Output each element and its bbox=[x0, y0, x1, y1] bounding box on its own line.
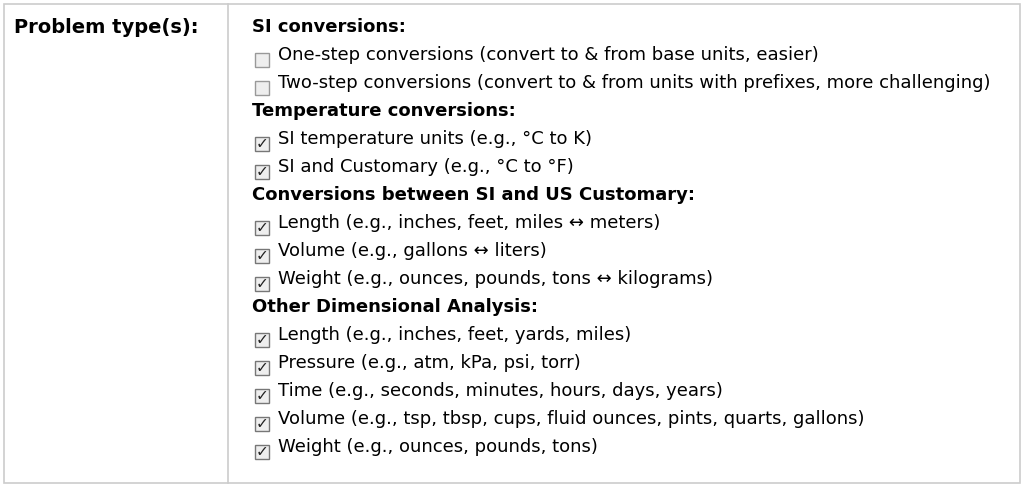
Text: ✓: ✓ bbox=[256, 360, 268, 375]
FancyBboxPatch shape bbox=[255, 277, 269, 291]
Text: ✓: ✓ bbox=[256, 136, 268, 151]
Text: SI temperature units (e.g., °C to K): SI temperature units (e.g., °C to K) bbox=[278, 130, 592, 148]
Text: SI conversions:: SI conversions: bbox=[252, 18, 406, 36]
Text: Temperature conversions:: Temperature conversions: bbox=[252, 102, 516, 120]
Text: ✓: ✓ bbox=[256, 277, 268, 292]
FancyBboxPatch shape bbox=[255, 445, 269, 459]
Text: Conversions between SI and US Customary:: Conversions between SI and US Customary: bbox=[252, 186, 695, 204]
FancyBboxPatch shape bbox=[255, 249, 269, 263]
Text: Volume (e.g., gallons ↔ liters): Volume (e.g., gallons ↔ liters) bbox=[278, 242, 547, 260]
Text: Time (e.g., seconds, minutes, hours, days, years): Time (e.g., seconds, minutes, hours, day… bbox=[278, 382, 723, 400]
Text: Weight (e.g., ounces, pounds, tons): Weight (e.g., ounces, pounds, tons) bbox=[278, 438, 598, 456]
FancyBboxPatch shape bbox=[4, 4, 1020, 483]
Text: Two-step conversions (convert to & from units with prefixes, more challenging): Two-step conversions (convert to & from … bbox=[278, 74, 990, 92]
Text: Length (e.g., inches, feet, yards, miles): Length (e.g., inches, feet, yards, miles… bbox=[278, 326, 631, 344]
Text: ✓: ✓ bbox=[256, 333, 268, 348]
Text: Problem type(s):: Problem type(s): bbox=[14, 18, 199, 37]
FancyBboxPatch shape bbox=[255, 81, 269, 95]
Text: ✓: ✓ bbox=[256, 416, 268, 431]
FancyBboxPatch shape bbox=[255, 221, 269, 235]
FancyBboxPatch shape bbox=[255, 165, 269, 179]
FancyBboxPatch shape bbox=[255, 333, 269, 347]
Text: ✓: ✓ bbox=[256, 221, 268, 236]
FancyBboxPatch shape bbox=[255, 361, 269, 375]
FancyBboxPatch shape bbox=[255, 389, 269, 403]
Text: ✓: ✓ bbox=[256, 248, 268, 263]
Text: SI and Customary (e.g., °C to °F): SI and Customary (e.g., °C to °F) bbox=[278, 158, 573, 176]
Text: ✓: ✓ bbox=[256, 389, 268, 404]
Text: ✓: ✓ bbox=[256, 165, 268, 180]
FancyBboxPatch shape bbox=[255, 137, 269, 151]
Text: ✓: ✓ bbox=[256, 445, 268, 460]
Text: Length (e.g., inches, feet, miles ↔ meters): Length (e.g., inches, feet, miles ↔ mete… bbox=[278, 214, 660, 232]
Text: One-step conversions (convert to & from base units, easier): One-step conversions (convert to & from … bbox=[278, 46, 819, 64]
Text: Weight (e.g., ounces, pounds, tons ↔ kilograms): Weight (e.g., ounces, pounds, tons ↔ kil… bbox=[278, 270, 713, 288]
FancyBboxPatch shape bbox=[255, 417, 269, 431]
Text: Other Dimensional Analysis:: Other Dimensional Analysis: bbox=[252, 298, 538, 316]
FancyBboxPatch shape bbox=[255, 53, 269, 67]
Text: Volume (e.g., tsp, tbsp, cups, fluid ounces, pints, quarts, gallons): Volume (e.g., tsp, tbsp, cups, fluid oun… bbox=[278, 410, 864, 428]
Text: Pressure (e.g., atm, kPa, psi, torr): Pressure (e.g., atm, kPa, psi, torr) bbox=[278, 354, 581, 372]
